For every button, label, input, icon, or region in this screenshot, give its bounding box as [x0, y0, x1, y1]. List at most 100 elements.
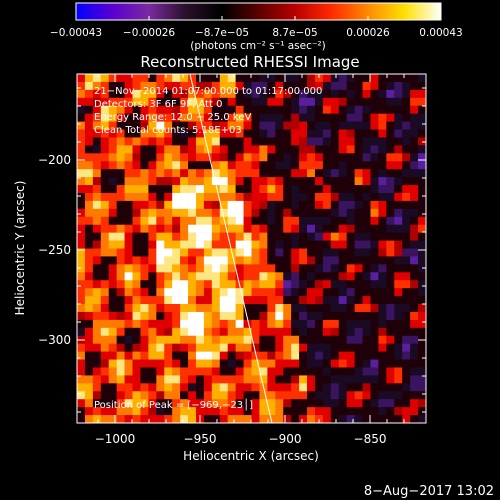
image-pixel: [132, 145, 141, 154]
image-pixel: [116, 391, 125, 400]
image-pixel: [235, 105, 244, 114]
image-pixel: [354, 74, 363, 83]
image-pixel: [235, 296, 244, 305]
image-pixel: [203, 335, 213, 344]
image-pixel: [211, 272, 221, 281]
image-pixel: [100, 335, 110, 344]
image-pixel: [354, 367, 363, 376]
image-pixel: [92, 224, 102, 233]
image-pixel: [227, 113, 236, 122]
image-pixel: [346, 137, 355, 146]
image-pixel: [402, 97, 411, 107]
image-pixel: [84, 145, 94, 154]
image-pixel: [299, 359, 308, 368]
image-pixel: [378, 161, 387, 170]
image-pixel: [307, 311, 316, 321]
image-pixel: [307, 288, 316, 297]
image-pixel: [402, 169, 411, 178]
image-pixel: [378, 272, 387, 281]
image-pixel: [132, 264, 141, 273]
image-pixel: [402, 343, 411, 352]
image-pixel: [108, 224, 117, 233]
image-pixel: [211, 351, 221, 360]
image-pixel: [132, 121, 141, 130]
image-pixel: [164, 399, 173, 408]
image-pixel: [243, 208, 252, 218]
image-pixel: [116, 367, 125, 376]
image-pixel: [307, 208, 316, 218]
image-pixel: [132, 415, 141, 423]
image-pixel: [164, 256, 173, 265]
image-pixel: [92, 121, 102, 130]
image-pixel: [362, 367, 371, 376]
image-pixel: [227, 264, 236, 273]
image-pixel: [370, 256, 379, 265]
image-pixel: [108, 272, 117, 281]
image-pixel: [283, 304, 292, 313]
image-pixel: [346, 129, 355, 138]
image-pixel: [124, 153, 133, 162]
image-pixel: [124, 415, 133, 423]
image-pixel: [203, 192, 213, 202]
image-pixel: [283, 383, 292, 392]
image-pixel: [322, 256, 332, 265]
image-pixel: [100, 161, 110, 170]
image-pixel: [77, 351, 86, 360]
image-pixel: [172, 200, 181, 210]
image-pixel: [346, 264, 355, 273]
image-pixel: [299, 367, 308, 376]
image-pixel: [378, 185, 387, 194]
image-pixel: [410, 280, 419, 289]
image-pixel: [322, 105, 332, 114]
image-pixel: [203, 375, 213, 384]
image-pixel: [243, 343, 252, 352]
image-pixel: [267, 327, 276, 337]
image-pixel: [370, 121, 379, 130]
image-pixel: [140, 232, 149, 241]
image-pixel: [140, 169, 149, 178]
image-pixel: [140, 208, 149, 218]
image-pixel: [203, 415, 213, 423]
image-pixel: [219, 200, 228, 210]
image-pixel: [77, 304, 86, 313]
image-pixel: [188, 121, 197, 130]
image-pixel: [362, 121, 371, 130]
image-pixel: [227, 208, 236, 218]
image-pixel: [203, 161, 213, 170]
image-pixel: [92, 153, 102, 162]
image-pixel: [77, 169, 86, 178]
image-pixel: [291, 359, 300, 368]
image-pixel: [322, 335, 332, 344]
image-pixel: [180, 145, 189, 154]
image-pixel: [299, 407, 308, 416]
image-pixel: [410, 192, 419, 202]
image-pixel: [164, 208, 173, 218]
image-pixel: [124, 129, 133, 138]
image-pixel: [330, 383, 340, 392]
image-pixel: [330, 161, 340, 170]
image-pixel: [370, 169, 379, 178]
image-pixel: [386, 383, 395, 392]
image-pixel: [116, 296, 125, 305]
image-pixel: [362, 192, 371, 202]
image-pixel: [275, 169, 284, 178]
image-pixel: [251, 296, 260, 305]
image-pixel: [195, 200, 205, 210]
image-pixel: [410, 224, 419, 233]
image-pixel: [132, 343, 141, 352]
image-pixel: [116, 129, 125, 138]
image-pixel: [84, 367, 94, 376]
image-pixel: [219, 81, 228, 91]
image-pixel: [235, 121, 244, 130]
image-pixel: [362, 391, 371, 400]
image-pixel: [283, 208, 292, 218]
image-pixel: [346, 399, 355, 408]
image-pixel: [307, 113, 316, 122]
x-tick-label: −1000: [95, 432, 136, 446]
image-pixel: [219, 327, 228, 337]
image-pixel: [243, 121, 252, 130]
image-pixel: [386, 121, 395, 130]
image-pixel: [251, 240, 260, 249]
image-pixel: [243, 351, 252, 360]
image-pixel: [180, 359, 189, 368]
